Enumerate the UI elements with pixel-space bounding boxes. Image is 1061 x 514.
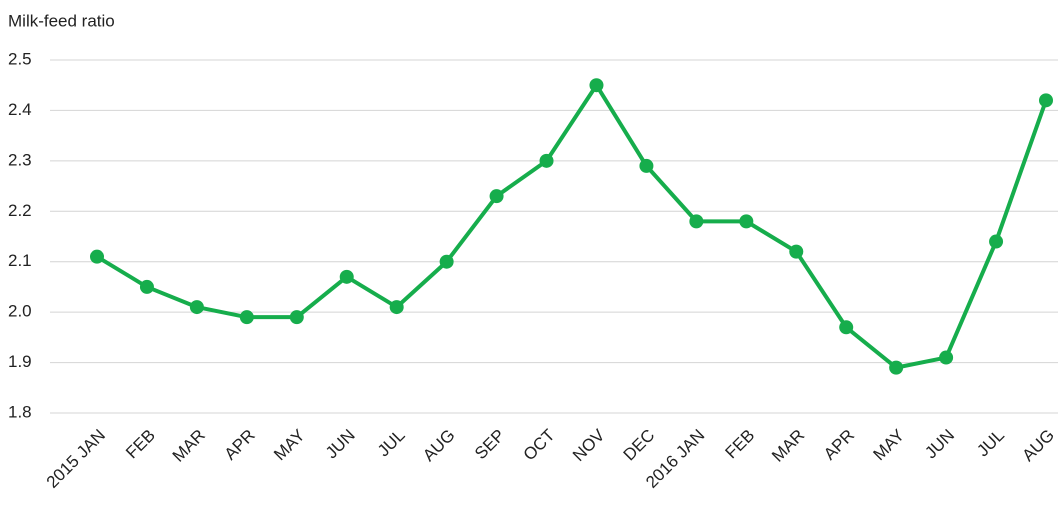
point xyxy=(739,214,754,229)
x-tick-label: NOV xyxy=(569,425,609,465)
y-tick-label: 2.2 xyxy=(8,201,32,220)
y-axis-label: Milk-feed ratio xyxy=(8,11,115,30)
x-tick-label: MAR xyxy=(169,426,209,466)
y-tick-label: 2.0 xyxy=(8,302,32,321)
point xyxy=(339,269,354,284)
y-tick-label: 1.8 xyxy=(8,402,32,421)
line xyxy=(95,83,1048,370)
point xyxy=(489,189,504,204)
point xyxy=(639,158,654,173)
x-tick-label: MAY xyxy=(270,426,309,465)
point xyxy=(139,279,154,294)
point xyxy=(689,214,704,229)
x-tick-label: JUL xyxy=(973,426,1008,461)
y-tick-label: 2.1 xyxy=(8,251,32,270)
y-tick-label: 2.3 xyxy=(8,150,32,169)
y-tick-label: 1.9 xyxy=(8,352,32,371)
y-tick-label: 2.4 xyxy=(8,100,32,119)
point xyxy=(989,234,1004,249)
point xyxy=(289,310,304,325)
point xyxy=(439,254,454,269)
x-tick-label: FEB xyxy=(722,426,759,463)
x-tick-label: MAY xyxy=(870,426,909,465)
point xyxy=(839,320,854,335)
x-tick-label: MAR xyxy=(768,426,808,466)
x-tick-label: APR xyxy=(820,426,858,464)
x-tick-label: 2015 JAN xyxy=(43,426,109,492)
point xyxy=(90,249,104,264)
x-tick-label: FEB xyxy=(122,426,159,463)
point xyxy=(939,350,954,365)
point xyxy=(389,300,404,315)
point xyxy=(889,360,904,375)
x-tick-label: DEC xyxy=(620,426,659,465)
x-tick-label: SEP xyxy=(471,426,508,463)
x-tick-label: AUG xyxy=(1019,426,1058,465)
x-tick-label: APR xyxy=(221,426,259,464)
point xyxy=(539,153,554,168)
x-tick-label: JUL xyxy=(374,426,409,461)
point xyxy=(789,244,804,259)
point xyxy=(1039,93,1053,108)
x-tick-label: JUN xyxy=(322,426,359,463)
y-tick-label: 2.5 xyxy=(8,49,32,68)
x-tick-label: OCT xyxy=(520,426,559,465)
point xyxy=(189,300,204,315)
point xyxy=(589,78,604,93)
point xyxy=(239,310,254,325)
x-tick-label: JUN xyxy=(921,426,958,463)
x-tick-label: AUG xyxy=(419,426,458,465)
